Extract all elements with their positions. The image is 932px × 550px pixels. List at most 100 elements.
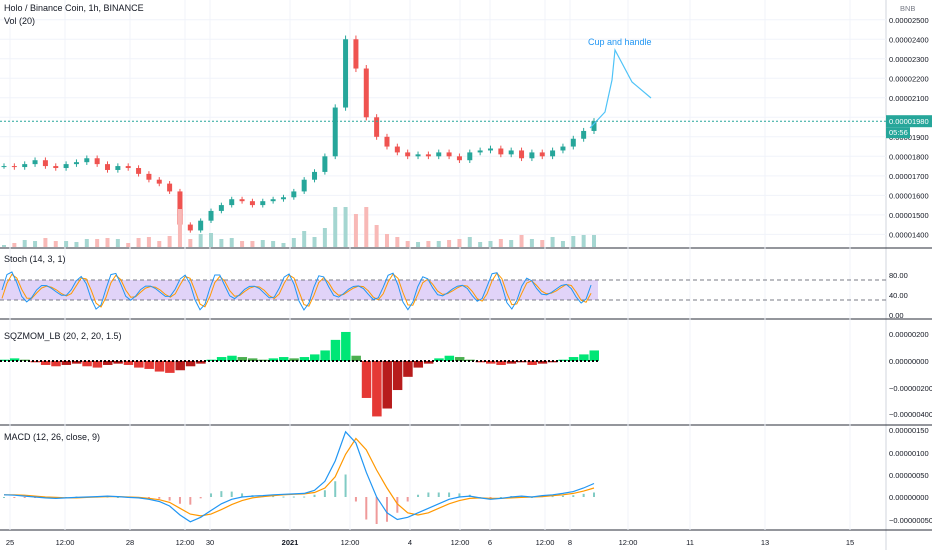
macd-histogram-bar	[593, 492, 595, 497]
time-axis-tick: 12:00	[451, 538, 470, 547]
candle-body	[570, 138, 576, 147]
macd-signal-line	[4, 437, 595, 517]
candle-body	[384, 136, 390, 147]
price-axis-tick: 0.00002200	[889, 74, 929, 83]
candle-body	[487, 148, 493, 151]
macd-axis-tick: 0.00000100	[889, 449, 929, 458]
volume-bar	[571, 236, 576, 247]
sqzmom-bar	[258, 359, 268, 361]
candle-body	[42, 160, 48, 167]
volume-bar	[229, 238, 234, 247]
macd-axis-tick: 0.00000050	[889, 471, 929, 480]
macd-histogram-bar	[220, 491, 223, 497]
candle-body	[560, 146, 566, 151]
cup-handle-drawing[interactable]	[589, 47, 652, 129]
macd-axis-tick: 0.00000000	[889, 493, 929, 502]
volume-bar	[2, 245, 6, 247]
sqzmom-bar	[216, 357, 227, 361]
volume-bar	[374, 225, 379, 247]
candle-body	[73, 162, 79, 165]
sqzmom-axis-tick: 0.00000000	[889, 357, 929, 366]
volume-bar	[136, 238, 141, 247]
volume-bar	[581, 235, 586, 247]
volume-bar	[364, 207, 369, 247]
volume-bar	[519, 235, 524, 247]
macd-histogram-bar	[323, 490, 326, 497]
volume-bar	[529, 239, 534, 247]
price-axis-tick: 0.00001400	[889, 230, 929, 239]
volume-bar	[250, 241, 255, 247]
candle-body	[63, 164, 69, 169]
time-axis-tick: 12:00	[341, 538, 360, 547]
macd-histogram-bar	[458, 493, 461, 497]
stoch-band	[0, 280, 598, 300]
candle-body	[363, 68, 369, 118]
sqzmom-bar	[103, 361, 113, 365]
candle-body	[136, 168, 142, 174]
time-axis-tick: 12:00	[176, 538, 195, 547]
macd-histogram-bar	[375, 497, 378, 524]
price-axis-tick: 0.00001800	[889, 152, 929, 161]
sqzmom-bar	[299, 357, 310, 361]
volume-bar	[322, 228, 327, 247]
candle-body	[260, 201, 266, 206]
sqzmom-bar	[123, 361, 134, 365]
volume-bar	[426, 241, 431, 247]
sqzmom-bar	[496, 361, 506, 365]
sqzmom-bar	[237, 357, 248, 361]
macd-histogram-bar	[334, 481, 337, 497]
macd-histogram-bar	[417, 494, 420, 497]
sqzmom-axis-tick: −0.00000400	[889, 410, 932, 419]
annotation-text[interactable]: Cup and handle	[588, 37, 652, 47]
macd-histogram-bar	[365, 497, 368, 520]
candle-body	[32, 160, 38, 165]
sqzmom-bar	[579, 354, 589, 361]
stoch-axis-tick: 40.00	[889, 291, 908, 300]
sqzmom-bar	[71, 361, 82, 364]
candle-body	[332, 107, 338, 157]
macd-histogram-bar	[582, 493, 585, 497]
candle-body	[312, 171, 318, 180]
candle-body	[187, 224, 193, 231]
volume-bar	[457, 239, 462, 247]
macd-histogram-bar	[344, 474, 347, 497]
candle-body	[198, 220, 204, 231]
candle-body	[446, 152, 452, 157]
sqzmom-bar	[165, 361, 175, 373]
macd-axis-tick: −0.00000050	[889, 516, 932, 525]
sqzmom-bar	[403, 361, 413, 377]
candle-body	[374, 117, 380, 137]
symbol-title[interactable]: Holo / Binance Coin, 1h, BINANCE	[4, 3, 144, 13]
candle-body	[156, 179, 162, 184]
time-axis-tick: 8	[568, 538, 572, 547]
candle-body	[343, 39, 349, 108]
candle-body	[539, 152, 545, 157]
volume-bar	[540, 240, 545, 247]
volume-bar	[157, 241, 162, 247]
volume-bar	[177, 209, 182, 247]
candle-body	[208, 210, 214, 221]
candle-body	[11, 166, 17, 168]
time-axis-tick: 2021	[282, 538, 299, 547]
volume-bar	[84, 239, 89, 247]
sqzmom-bar	[527, 361, 537, 365]
volume-bar	[22, 240, 27, 247]
volume-bar	[560, 241, 565, 247]
time-axis-tick: 15	[846, 538, 854, 547]
volume-bar	[447, 240, 452, 247]
volume-bar	[95, 239, 100, 247]
macd-histogram-bar	[303, 496, 306, 498]
volume-bar	[488, 241, 493, 247]
volume-bar	[240, 241, 245, 247]
sqzmom-bar	[51, 361, 61, 367]
candle-body	[115, 166, 121, 170]
volume-bar	[146, 237, 151, 247]
sqzmom-bar	[341, 331, 351, 361]
sqzmom-bar	[82, 361, 92, 367]
sqzmom-bar	[9, 358, 20, 361]
time-axis-tick: 28	[126, 538, 134, 547]
sqzmom-bar	[175, 361, 185, 371]
price-axis-tick: 0.00002400	[889, 35, 929, 44]
sqzmom-bar	[589, 350, 599, 361]
